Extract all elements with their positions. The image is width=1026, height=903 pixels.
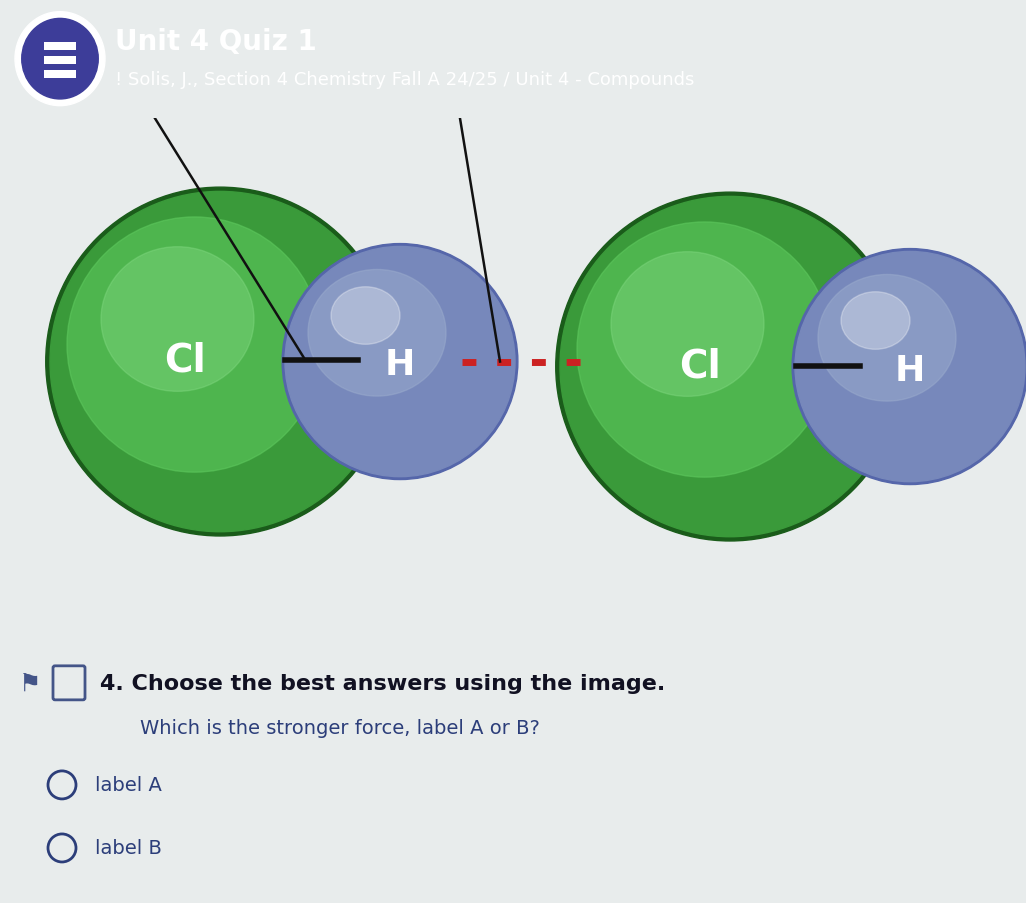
Ellipse shape [841,293,910,349]
Ellipse shape [46,188,394,536]
Ellipse shape [15,13,105,107]
Ellipse shape [101,247,254,392]
Ellipse shape [818,275,956,402]
Text: Which is the stronger force, label A or B?: Which is the stronger force, label A or … [140,719,540,738]
Text: H: H [385,347,416,381]
FancyBboxPatch shape [44,70,76,79]
Ellipse shape [611,253,764,397]
Text: ⚑: ⚑ [18,671,41,695]
Text: Cl: Cl [679,347,721,385]
Text: Cl: Cl [164,341,206,379]
FancyBboxPatch shape [44,57,76,64]
Text: ! Solis, J., Section 4 Chemistry Fall A 24/25 / Unit 4 - Compounds: ! Solis, J., Section 4 Chemistry Fall A … [115,70,695,88]
FancyBboxPatch shape [44,42,76,51]
Ellipse shape [50,192,390,532]
Ellipse shape [285,247,515,477]
Ellipse shape [577,223,832,478]
Text: Unit 4 Quiz 1: Unit 4 Quiz 1 [115,28,317,56]
Ellipse shape [67,218,322,472]
Ellipse shape [308,270,446,396]
Ellipse shape [282,245,518,480]
Ellipse shape [22,19,98,100]
Ellipse shape [331,287,400,345]
Ellipse shape [556,193,904,542]
Text: H: H [895,353,925,387]
Text: label A: label A [95,776,162,795]
Text: label B: label B [95,839,162,858]
Ellipse shape [560,197,900,537]
Text: 4. Choose the best answers using the image.: 4. Choose the best answers using the ima… [100,673,665,694]
Ellipse shape [792,249,1026,485]
Ellipse shape [795,252,1025,482]
